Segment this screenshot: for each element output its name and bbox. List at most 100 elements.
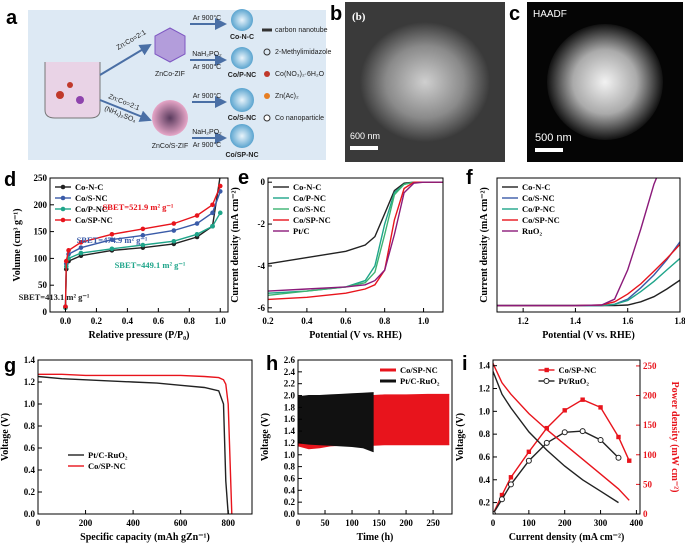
marker: [507, 481, 514, 488]
legend-label: Co/P-NC: [522, 204, 555, 214]
x-tick-label: 1.2: [518, 316, 530, 326]
y2-tick-label: 250: [643, 361, 657, 371]
marker: [217, 210, 223, 216]
y-tick-label: 2.2: [284, 379, 296, 389]
marker: [579, 428, 586, 435]
x-tick-label: 0.2: [262, 316, 274, 326]
marker: [508, 475, 514, 480]
legend-label: Pt/C: [293, 226, 310, 236]
image-tag: HAADF: [533, 9, 567, 20]
annotation: SBET=449.1 m² g⁻¹: [115, 260, 186, 270]
panel-label: d: [4, 169, 16, 191]
panel-label: f: [466, 167, 473, 189]
marker: [171, 221, 177, 226]
x-tick-label: 0.4: [122, 316, 134, 326]
scale-text: 600 nm: [350, 131, 380, 141]
legend-label: Co/P-NC: [293, 193, 326, 203]
y-axis-label: Voltage (V): [260, 413, 271, 461]
y-tick-label: 0.4: [479, 475, 491, 485]
x-tick-label: 400: [630, 518, 644, 528]
line: [38, 375, 229, 514]
y-tick-label: 2.6: [284, 355, 296, 365]
y2-axis-label: Power density (mW cm⁻²): [669, 382, 680, 493]
scale-bar: [350, 146, 378, 150]
legend-label: Pt/C-RuO₂: [88, 450, 128, 460]
x-tick-label: 0.6: [340, 316, 352, 326]
marker: [63, 304, 68, 309]
step: Ar 900°C: [193, 63, 221, 71]
marker: [140, 226, 146, 232]
marker: [210, 210, 215, 216]
panel-label: h: [266, 353, 278, 375]
x-tick-label: 100: [345, 518, 359, 528]
marker: [109, 246, 115, 252]
y-tick-label: 0.4: [24, 465, 36, 475]
plot-area: [493, 363, 632, 514]
x-tick-label: 0: [296, 518, 301, 528]
y-tick-label: -2: [258, 219, 266, 229]
image-tag: (b): [352, 11, 366, 23]
legend-label: Co/S-NC: [522, 193, 555, 203]
legend-icon: [263, 114, 271, 122]
panel-label: g: [4, 355, 16, 377]
chart: 0 100 200 300 400 0.2 0.4 0.6 0.8 1.0 1.2 1.4 0 50 100…: [455, 359, 680, 543]
x-tick-label: 1.4: [570, 316, 582, 326]
marker: [63, 258, 69, 264]
y-tick-label: 0.6: [284, 473, 296, 483]
chart: 1.2 1.4 1.6 1.8 Potential (V vs. RHE) Current…: [479, 177, 685, 341]
marker: [598, 405, 603, 410]
x-axis-label: Current density (mA cm⁻²): [509, 532, 625, 543]
x-tick-label: 150: [372, 518, 386, 528]
marker: [210, 202, 215, 208]
legend-label: Pt/C-RuO₂: [400, 376, 440, 386]
y-tick-label: 200: [34, 200, 48, 210]
particle: [67, 82, 73, 88]
chart: 0 200 400 600 800 0.0 0.2 0.4 0.6 0.8 1.0 1.2 1.4 Spe…: [0, 355, 253, 543]
product: [231, 9, 253, 31]
s-zif-label: ZnCo/S-ZIF: [152, 143, 189, 150]
marker: [66, 248, 71, 253]
y-axis-label: Voltage (V): [0, 413, 11, 461]
legend-icon: [263, 48, 271, 56]
panel-label: c: [509, 3, 520, 25]
legend-label: Co/P-NC: [75, 204, 108, 214]
marker: [78, 240, 84, 245]
haadf-image: HAADF 500 nm: [527, 2, 683, 162]
legend-marker: [60, 206, 66, 212]
marker: [78, 245, 84, 250]
y-tick-label: 2.4: [284, 367, 296, 377]
legend-marker: [60, 184, 66, 190]
x-tick-label: 1.0: [418, 316, 430, 326]
y-tick-label: 2.0: [284, 391, 296, 401]
x-tick-label: 100: [522, 518, 536, 528]
step: NaH₂PO₂: [192, 129, 222, 136]
legend-label: Co-N-C: [293, 182, 321, 192]
s-zif-particle: [152, 100, 188, 136]
marker: [171, 228, 177, 233]
x-tick-label: 800: [221, 518, 235, 528]
line: [497, 257, 680, 307]
legend-marker: [543, 378, 550, 384]
y-tick-label: 1.0: [284, 450, 296, 460]
marker: [525, 457, 532, 464]
y-tick-label: 1.0: [479, 406, 491, 416]
marker: [499, 492, 505, 498]
y-tick-label: 0.4: [284, 485, 296, 495]
marker: [109, 231, 115, 237]
legend-label: RuO₂: [522, 226, 542, 236]
x-axis-label: Potential (V vs. RHE): [309, 330, 402, 341]
y-tick-label: 0.0: [24, 509, 36, 519]
plot-area: [63, 178, 223, 311]
scale-bar: [535, 148, 563, 152]
legend-label: Co/SP-NC: [75, 215, 113, 225]
chart: 0.0 0.2 0.4 0.6 0.8 1.0 0 50 100 150 200 250 Relativ…: [12, 173, 229, 341]
x-tick-label: 0.6: [153, 316, 165, 326]
legend-label: Pt/RuO₂: [559, 376, 590, 386]
plot-area: [298, 392, 450, 453]
marker: [498, 496, 505, 503]
x-tick-label: 1.8: [674, 316, 685, 326]
product-label: Co/S-NC: [228, 115, 256, 122]
chart: 0.2 0.4 0.6 0.8 1.0 0 -2 -4 -6 Potential (V vs. R…: [230, 177, 444, 341]
legend-text: Zn(Ac)₂: [275, 93, 299, 100]
x-axis-label: Specific capacity (mAh gZn⁻¹): [80, 532, 210, 543]
